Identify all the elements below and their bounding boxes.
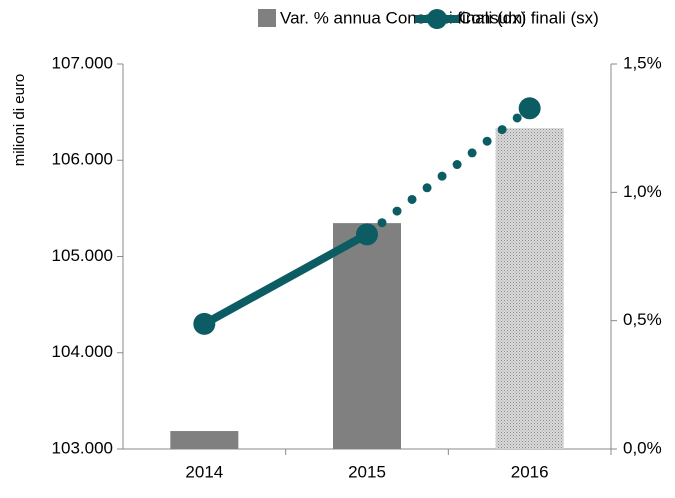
- line-marker: [356, 223, 378, 246]
- y-axis-label: milioni di euro: [11, 74, 28, 167]
- x-tick-label: 2016: [511, 462, 549, 481]
- line-marker: [518, 97, 541, 120]
- legend-marker: [427, 9, 447, 29]
- legend-swatch: [258, 9, 276, 27]
- y2-tick-label: 0,5%: [623, 310, 662, 329]
- bar: [170, 431, 239, 449]
- y2-tick-label: 1,5%: [623, 53, 662, 72]
- y2-tick-label: 1,0%: [623, 182, 662, 201]
- bar: [333, 223, 401, 449]
- line-segment: [362, 103, 535, 239]
- y-tick-label: 104.000: [52, 342, 113, 361]
- legend-label: Consumi finali (sx): [459, 8, 599, 27]
- line-marker: [193, 312, 216, 335]
- y2-tick-label: 0,0%: [623, 438, 662, 457]
- legend-label: Var. % annua Consumi finali (dx): [280, 8, 526, 27]
- y-tick-label: 105.000: [52, 246, 113, 265]
- y-tick-label: 107.000: [52, 53, 113, 72]
- line-segment: [200, 230, 371, 328]
- y-tick-label: 103.000: [52, 438, 113, 457]
- x-tick-label: 2015: [348, 462, 386, 481]
- bar: [495, 128, 564, 449]
- y-tick-label: 106.000: [52, 150, 113, 169]
- x-tick-label: 2014: [185, 462, 223, 481]
